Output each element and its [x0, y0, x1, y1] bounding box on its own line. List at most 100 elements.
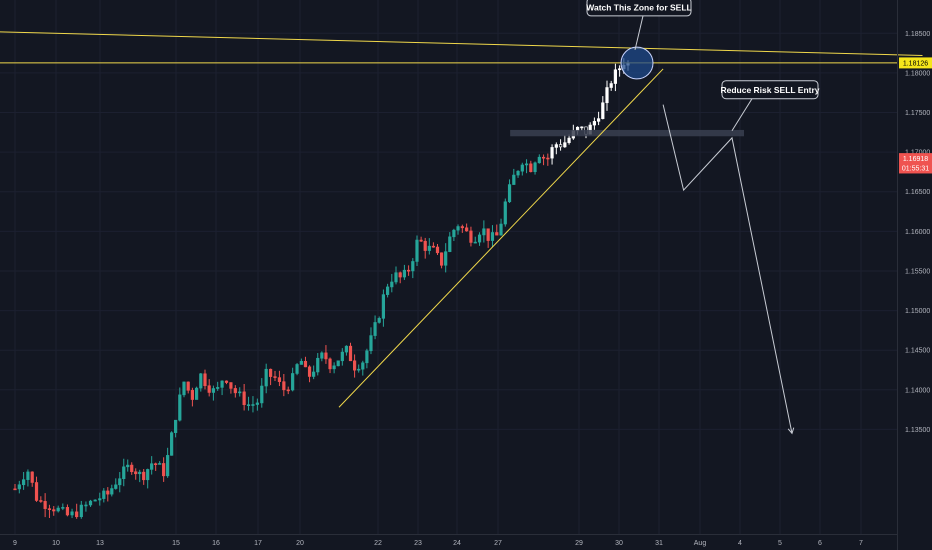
candle-body [264, 368, 268, 387]
candle-body [402, 269, 407, 278]
candle-body [102, 490, 106, 499]
candle-body [224, 380, 229, 383]
trendline-rising-support[interactable] [338, 68, 664, 408]
candle [398, 271, 402, 284]
callout[interactable]: Watch This Zone for SELL [586, 0, 692, 51]
candle-body [190, 390, 195, 400]
candle [26, 469, 30, 487]
candle-body [365, 350, 369, 364]
time-tick-label: 7 [859, 540, 863, 547]
candle [609, 80, 613, 91]
candle [613, 63, 617, 92]
sell-zone-circle[interactable] [620, 46, 654, 80]
candle-body [268, 368, 273, 377]
candle-body [373, 322, 377, 336]
candle-body [251, 404, 255, 406]
candle-body [286, 389, 290, 392]
candle [328, 357, 332, 374]
callouts: Watch This Zone for SELL Reduce Risk SELL… [586, 0, 820, 131]
candle-body [546, 157, 550, 160]
candle-body [34, 482, 39, 501]
price-badge [899, 162, 932, 174]
candle-body [162, 463, 166, 477]
candle-body [56, 507, 60, 512]
candle [88, 499, 93, 507]
candle [377, 316, 381, 324]
candle-body [495, 232, 499, 236]
candle [246, 396, 251, 411]
candle-body [469, 230, 473, 243]
candle-body [316, 357, 320, 373]
candle [56, 505, 60, 513]
candle [452, 228, 456, 242]
time-tick-label: 10 [52, 540, 60, 547]
candle-body [246, 404, 251, 406]
candle [546, 153, 550, 166]
time-tick-label: 4 [738, 540, 742, 547]
candle [390, 273, 394, 293]
candle [286, 386, 290, 395]
candle-body [563, 142, 567, 148]
candle [134, 468, 138, 480]
price-badge-text: 1.18126 [903, 60, 928, 67]
candle-body [52, 509, 56, 512]
candle [47, 504, 52, 519]
candle [348, 342, 353, 362]
trendline-upper-resistance[interactable] [0, 31, 923, 56]
price-tick-label: 1.15000 [905, 308, 930, 315]
candle [150, 456, 154, 475]
candle [563, 135, 567, 148]
candle [65, 504, 70, 517]
candle [114, 478, 118, 490]
candle [423, 237, 427, 259]
candle-body [122, 466, 126, 480]
candle [316, 353, 320, 376]
candle [255, 398, 259, 411]
candle-body [444, 251, 448, 266]
price-tick-label: 1.14500 [905, 348, 930, 355]
candle [435, 244, 440, 255]
time-tick-label: 20 [296, 540, 304, 547]
callout[interactable]: Reduce Risk SELL Entry [720, 80, 820, 131]
candle-body [93, 499, 97, 502]
candle [295, 363, 299, 376]
candle-body [312, 371, 316, 377]
candle [427, 238, 431, 255]
candle [385, 283, 390, 298]
candle-body [299, 360, 303, 365]
candle-body [61, 507, 65, 509]
candle-body [554, 144, 558, 148]
candle-body [70, 511, 74, 516]
time-tick-label: 31 [655, 540, 663, 547]
candle-body [186, 381, 190, 391]
candle-body [452, 229, 456, 238]
candle-body [178, 394, 182, 421]
candle-body [242, 391, 246, 406]
candle-body [617, 68, 622, 71]
time-tick-label: 6 [818, 540, 822, 547]
candle-body [84, 504, 88, 507]
price-tick-label: 1.17500 [905, 110, 930, 117]
candle-body [75, 511, 79, 518]
candle-body [273, 376, 277, 378]
candle [596, 111, 601, 126]
candle [406, 265, 411, 276]
price-badge [899, 153, 932, 165]
price-axis[interactable]: 1.13500 1.14000 1.14500 1.15000 1.15500 1.160… [897, 0, 932, 550]
time-axis[interactable]: 9 10 13 15 16 17 20 22 23 24 27 29 30 31 Aug 4 5 6 7 [0, 534, 897, 548]
candle-body [352, 360, 357, 371]
candle [260, 378, 264, 408]
reduce-risk-zone[interactable] [510, 129, 744, 137]
candle-body [507, 184, 512, 203]
candle-body [390, 281, 394, 288]
candle-body [199, 373, 203, 389]
candle [70, 508, 74, 519]
candle-body [512, 174, 516, 185]
candle [190, 387, 195, 407]
candle [324, 345, 328, 364]
candle [381, 289, 386, 327]
candle-body [146, 469, 150, 481]
candle [558, 139, 563, 151]
projection-path[interactable] [662, 104, 793, 434]
